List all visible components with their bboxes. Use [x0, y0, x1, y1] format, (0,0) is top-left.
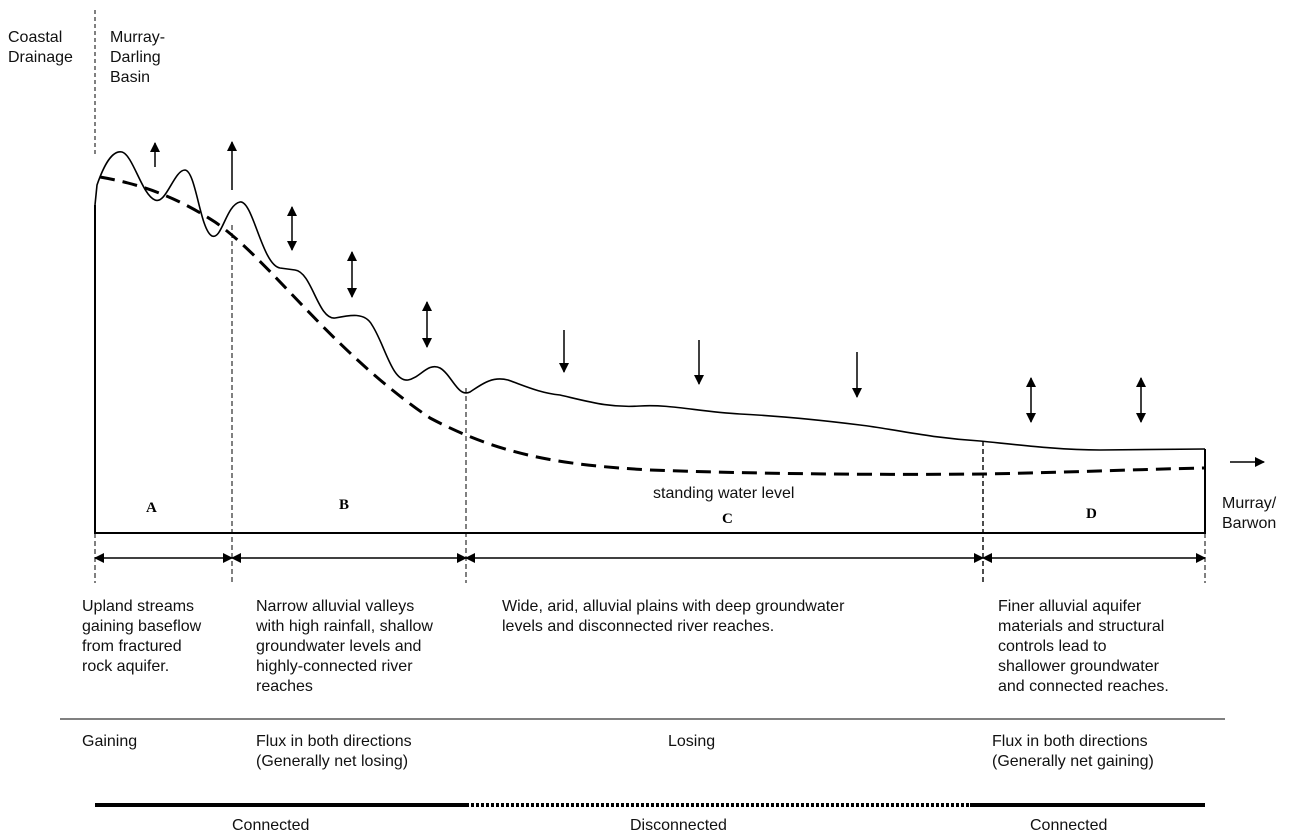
zone-d-description: Finer alluvial aquifer materials and str… [998, 598, 1169, 695]
zone-b-description: Narrow alluvial valleys with high rainfa… [256, 598, 433, 695]
water-table-curve [99, 175, 1206, 476]
flux-label-d: Flux in both directions (Generally net g… [992, 733, 1154, 770]
flux-label-b: Flux in both directions (Generally net l… [256, 733, 412, 770]
flux-label-a: Gaining [82, 733, 138, 750]
zone-label-a: A [146, 500, 157, 516]
coastal-drainage-label: Coastal Drainage [8, 29, 73, 66]
flux-label-c: Losing [668, 733, 716, 750]
profile-base-box [94, 205, 1206, 534]
zone-c-description: Wide, arid, alluvial plains with deep gr… [502, 598, 845, 635]
standing-water-level-label: standing water level [653, 485, 795, 502]
land-surface-profile [94, 151, 1206, 451]
connection-label-right: Connected [1030, 817, 1108, 834]
connection-label-middle: Disconnected [630, 817, 727, 834]
zone-label-c: C [722, 511, 733, 527]
zone-label-b: B [339, 497, 350, 513]
zone-a-description: Upland streams gaining baseflow from fra… [82, 598, 202, 675]
connection-label-left: Connected [232, 817, 310, 834]
zone-label-d: D [1086, 506, 1097, 522]
murray-darling-basin-label: Murray- Darling Basin [110, 29, 166, 86]
outlet-label: Murray/ Barwon [1222, 495, 1277, 532]
